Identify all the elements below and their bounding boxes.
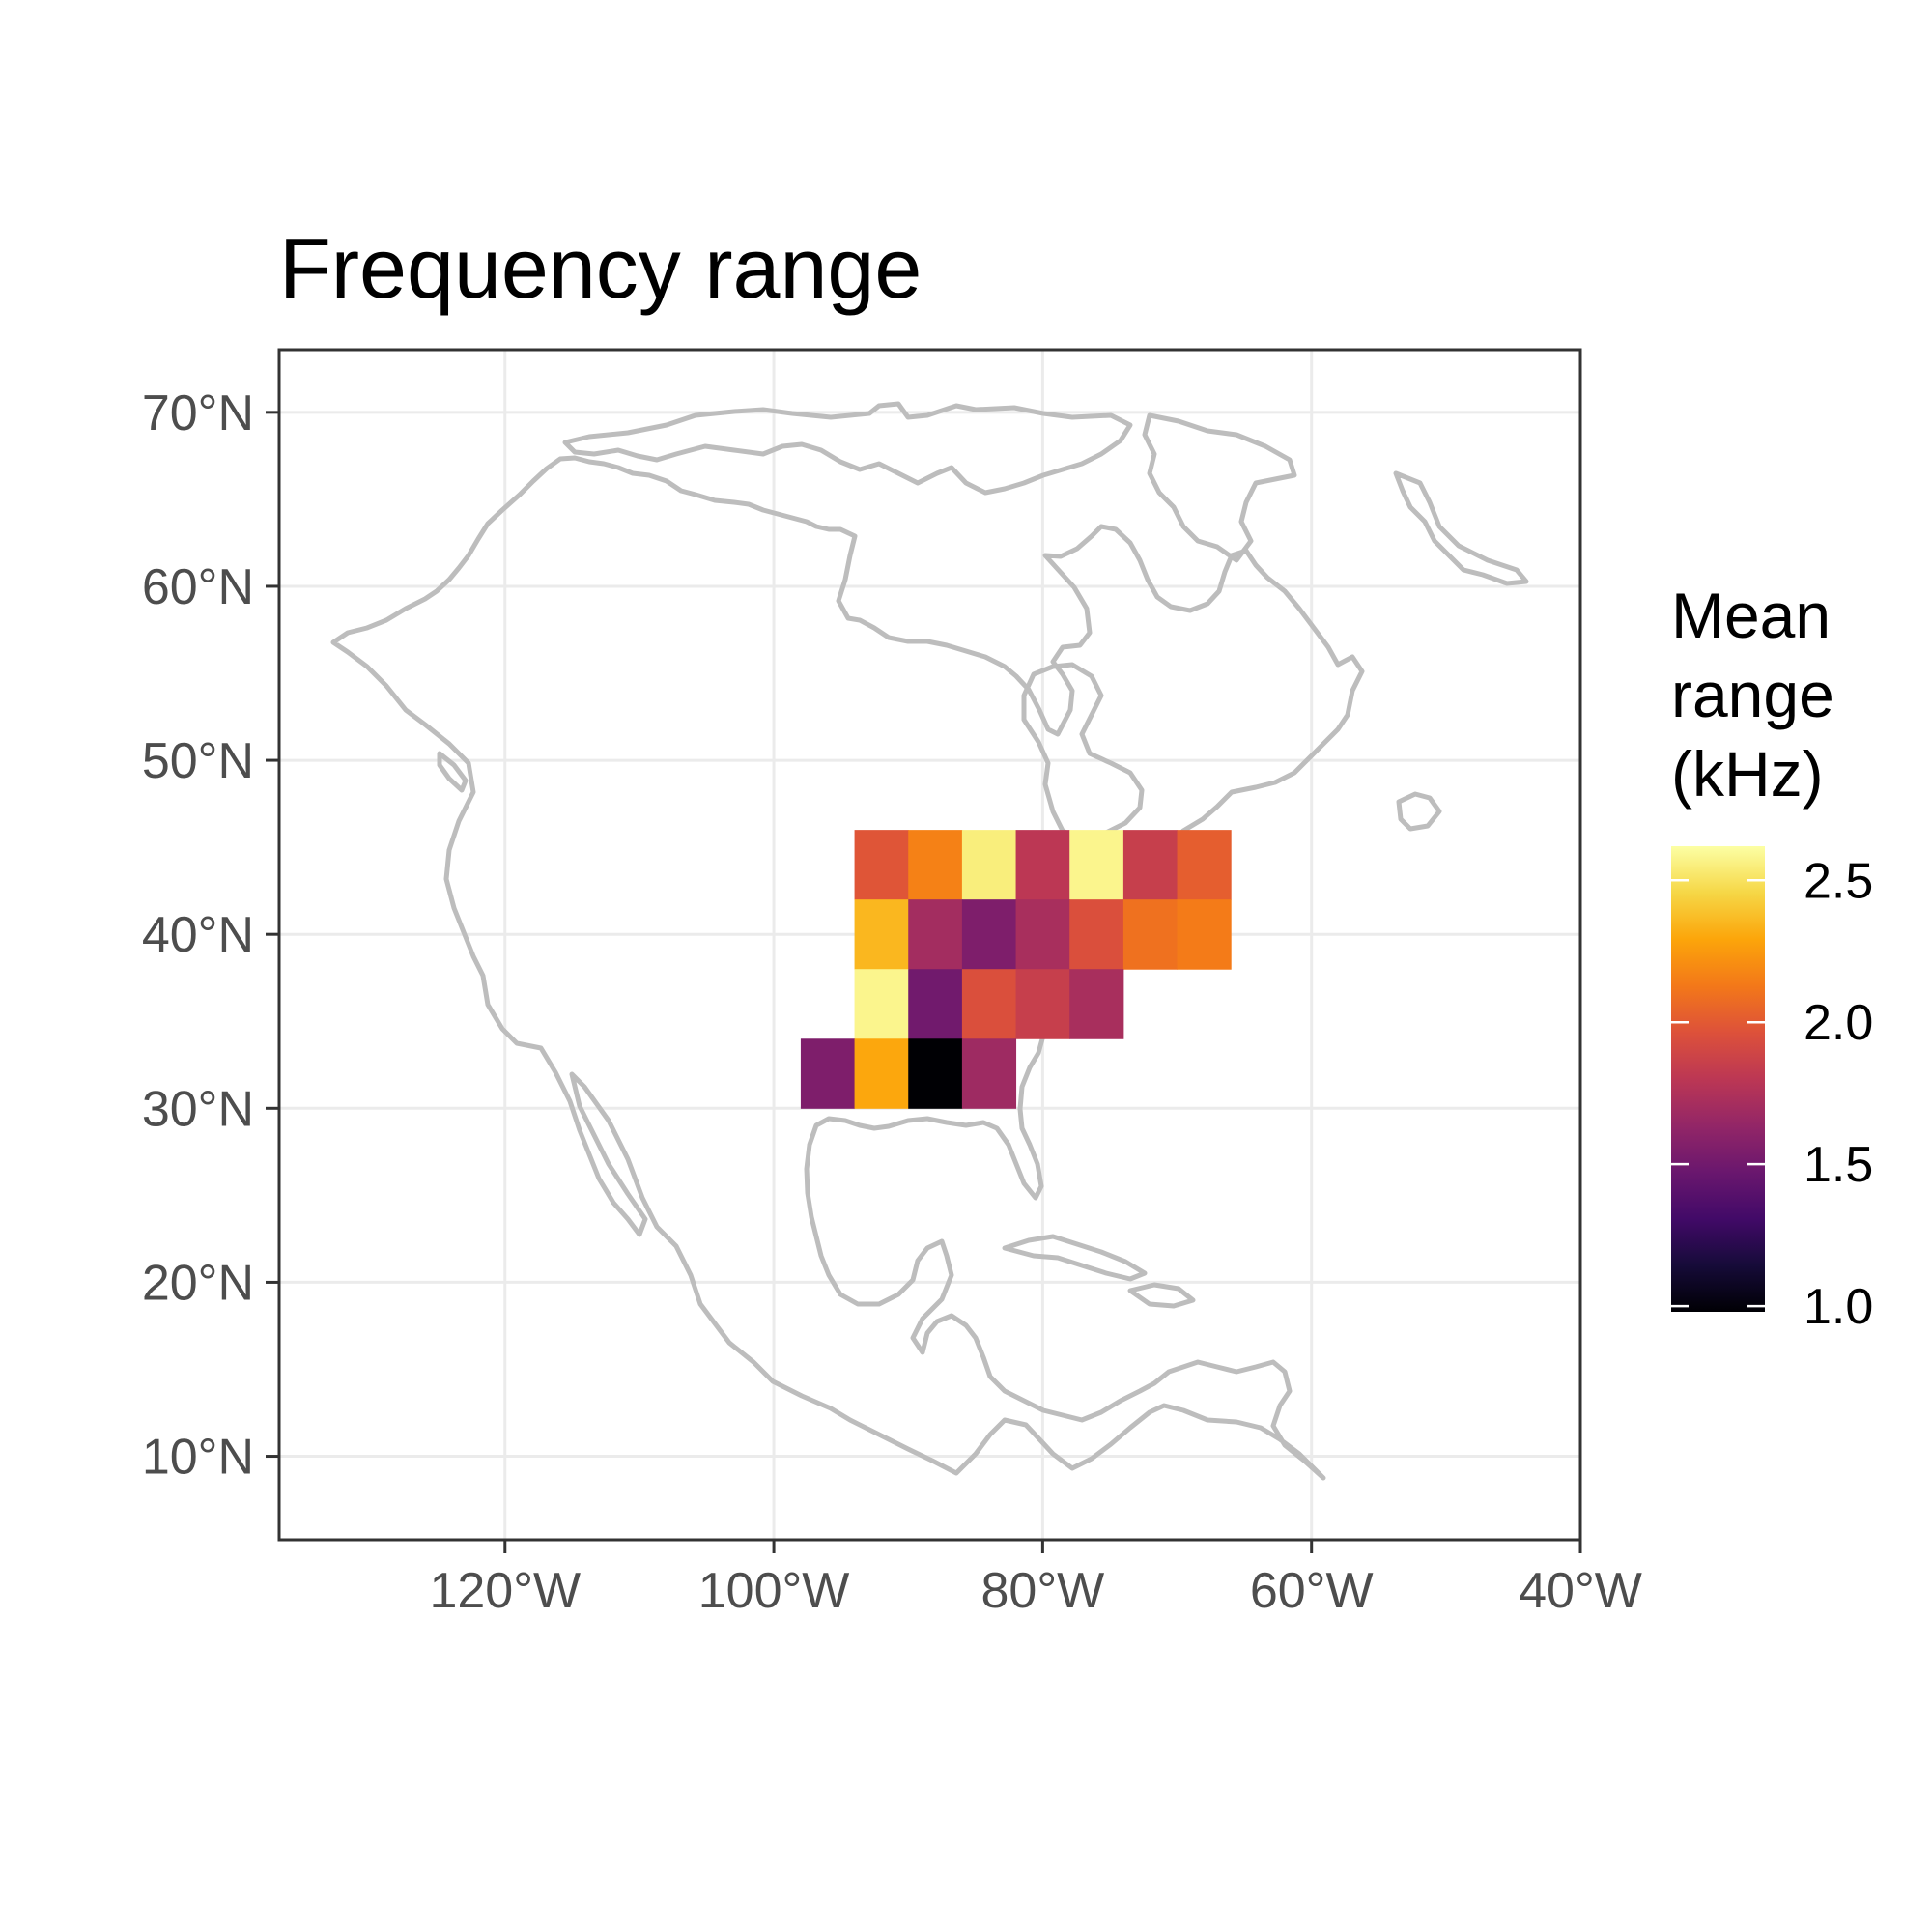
colorbar-label: 2.5: [1804, 853, 1873, 909]
x-tick-label: 120°W: [429, 1563, 581, 1619]
heatmap-cell: [1015, 899, 1070, 970]
heatmap-cell: [908, 830, 963, 900]
heatmap-cell: [1122, 830, 1179, 900]
hispaniola-coastline: [1127, 1282, 1196, 1309]
x-tick-label: 40°W: [1519, 1563, 1642, 1619]
heatmap-cell: [908, 969, 963, 1039]
heatmap-cell: [961, 969, 1017, 1039]
plot-panel-border: [277, 348, 1582, 1542]
hudson-bay-coastline: [1021, 662, 1145, 843]
y-tick-label: 60°N: [142, 559, 254, 615]
arctic-islands-coastline: [562, 401, 1133, 496]
heatmap-cell: [961, 830, 1017, 900]
heatmap-cell: [854, 969, 909, 1039]
y-tick-label: 20°N: [142, 1255, 254, 1311]
vancouver-island-coastline: [437, 751, 469, 793]
heatmap-cell: [1122, 899, 1179, 970]
x-tick-label: 80°W: [981, 1563, 1105, 1619]
colorbar-ticks: 2.5 2.0 1.5 1.0: [1671, 853, 1873, 1335]
colorbar: [1671, 846, 1765, 1312]
colorbar-label: 2.0: [1804, 995, 1873, 1051]
heatmap-cell: [854, 830, 909, 900]
baffin-island-coastline: [1142, 412, 1297, 563]
greenland-coastline: [1393, 470, 1529, 586]
legend-title-line-1: Mean: [1671, 580, 1831, 651]
chart-title: Frequency range: [279, 220, 922, 316]
heatmap-cell: [961, 1038, 1017, 1109]
heatmap-cell: [854, 899, 909, 970]
y-tick-label: 50°N: [142, 733, 254, 789]
heatmap-cells: [800, 830, 1232, 1109]
heatmap-cell: [1177, 899, 1232, 970]
heatmap-cell: [1177, 830, 1232, 900]
x-tick-label: 100°W: [698, 1563, 850, 1619]
newfoundland-coastline: [1396, 791, 1442, 832]
y-axis: 70°N 60°N 50°N 40°N 30°N 20°N 10°N: [142, 385, 279, 1486]
heatmap-cell: [1015, 830, 1070, 900]
heatmap-cell: [800, 1038, 856, 1109]
cuba-coastline: [1002, 1234, 1148, 1282]
legend-title-line-3: (kHz): [1671, 738, 1824, 810]
heatmap-cell: [1069, 969, 1124, 1039]
y-tick-label: 10°N: [142, 1430, 254, 1486]
x-tick-label: 60°W: [1250, 1563, 1374, 1619]
y-tick-label: 40°N: [142, 907, 254, 963]
mainland-coastline: [330, 455, 1365, 1481]
heatmap-cell: [961, 899, 1017, 970]
heatmap-cell: [1069, 830, 1124, 900]
colorbar-legend: Mean range (kHz) 2.5 2.0 1.5 1.0: [1671, 580, 1873, 1335]
x-axis: 120°W 100°W 80°W 60°W 40°W: [429, 1540, 1642, 1619]
heatmap-cell: [1015, 969, 1070, 1039]
heatmap-cell: [1069, 899, 1124, 970]
heatmap-cell: [908, 899, 963, 970]
colorbar-label: 1.0: [1804, 1279, 1873, 1335]
heatmap-cell: [854, 1038, 909, 1109]
colorbar-label: 1.5: [1804, 1137, 1873, 1193]
coastline-basemap: [330, 401, 1529, 1481]
legend-title-line-2: range: [1671, 659, 1834, 730]
y-tick-label: 30°N: [142, 1081, 254, 1137]
y-tick-label: 70°N: [142, 385, 254, 441]
heatmap-cell: [908, 1038, 963, 1109]
